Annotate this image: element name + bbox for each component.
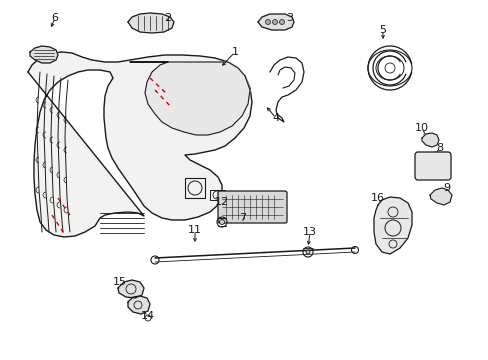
Polygon shape [429, 188, 451, 205]
Text: 2: 2 [164, 13, 171, 23]
Text: 1: 1 [231, 47, 238, 57]
Text: 6: 6 [51, 13, 59, 23]
Polygon shape [421, 133, 438, 147]
Polygon shape [258, 14, 293, 30]
Text: 8: 8 [436, 143, 443, 153]
Circle shape [265, 19, 270, 24]
Text: 7: 7 [239, 213, 246, 223]
Polygon shape [30, 46, 58, 63]
Text: 16: 16 [370, 193, 384, 203]
Text: 9: 9 [443, 183, 449, 193]
Text: 3: 3 [286, 13, 293, 23]
Text: 5: 5 [379, 25, 386, 35]
Polygon shape [130, 62, 249, 135]
Polygon shape [28, 52, 251, 237]
Text: 4: 4 [272, 113, 279, 123]
Text: 10: 10 [414, 123, 428, 133]
Text: 14: 14 [141, 311, 155, 321]
Text: 11: 11 [187, 225, 202, 235]
Circle shape [305, 250, 309, 254]
Polygon shape [118, 280, 143, 298]
Circle shape [272, 19, 277, 24]
Text: 12: 12 [215, 197, 228, 207]
Circle shape [279, 19, 284, 24]
FancyBboxPatch shape [414, 152, 450, 180]
Polygon shape [373, 197, 411, 254]
FancyBboxPatch shape [218, 191, 286, 223]
Text: 15: 15 [113, 277, 127, 287]
Circle shape [219, 220, 224, 225]
Polygon shape [128, 13, 174, 33]
Polygon shape [128, 296, 150, 314]
Text: 13: 13 [303, 227, 316, 237]
